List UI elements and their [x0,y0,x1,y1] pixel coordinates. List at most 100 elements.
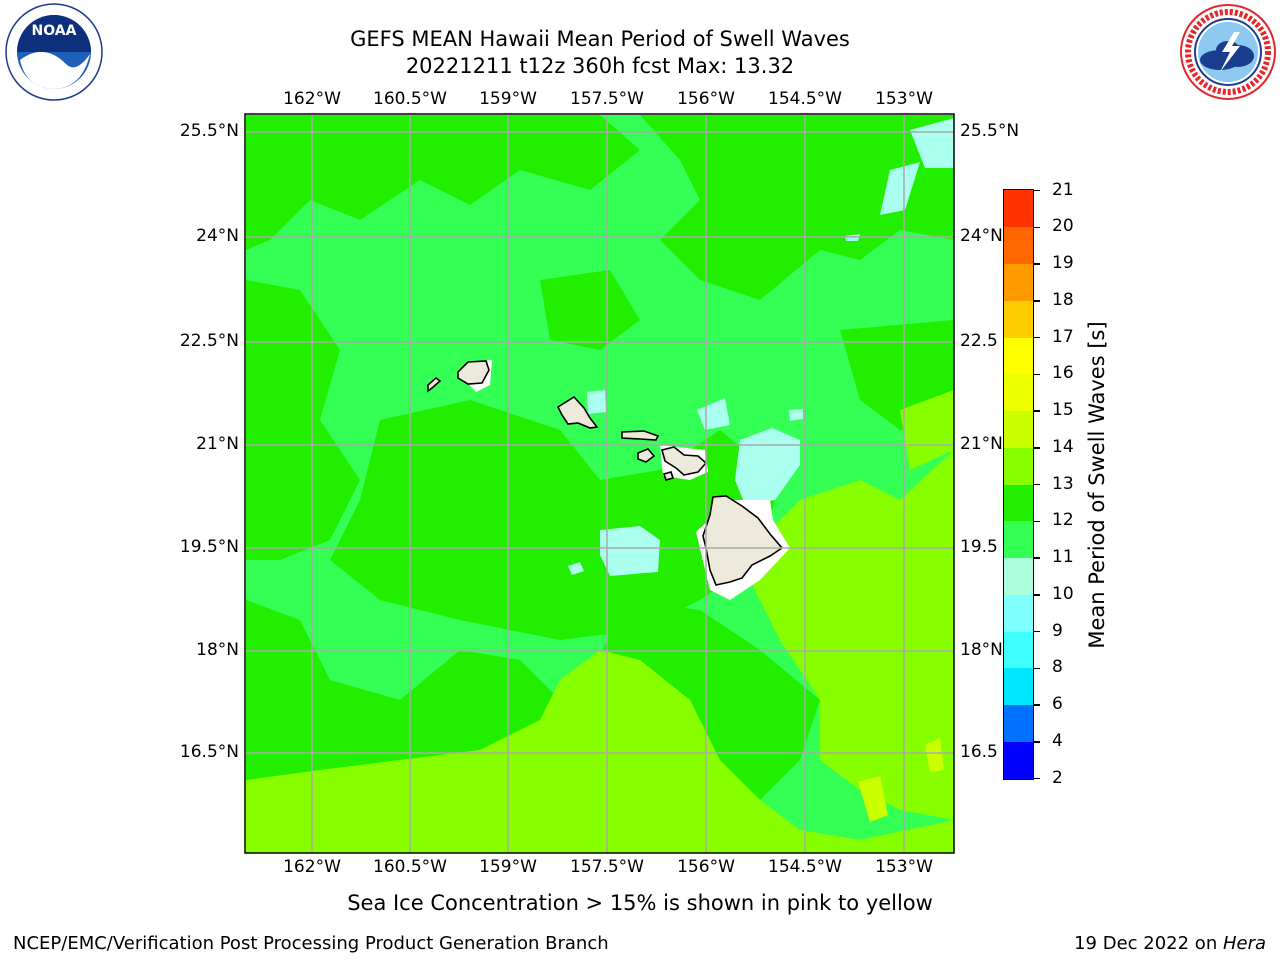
field-11-12s-southeast [600,600,820,800]
lon-tick-bottom: 162°W [283,857,341,877]
colorbar-tick-label: 8 [1052,657,1063,678]
footer-date-text: 19 Dec 2022 on [1074,933,1223,954]
colorbar-tick [1034,483,1040,486]
lat-tick-left: 24°N [196,226,239,246]
sea-ice-note: Sea Ice Concentration > 15% is shown in … [347,891,933,915]
island-kauai [457,360,490,385]
island-molokai [621,430,660,441]
field-11-12s-southwest [246,600,560,790]
lat-tick-right: 21°N [960,434,1003,454]
colorbar-tick-label: 2 [1052,767,1063,788]
lon-tick-bottom: 153°W [875,857,933,877]
colorbar-segment [1004,190,1033,228]
colorbar-tick [1034,226,1040,228]
field-12-13s-southeast [740,450,954,820]
footer-host: Hera [1222,933,1266,954]
island-kahoolawe [662,471,675,481]
colorbar-segment [1004,447,1033,485]
field-9-10s-dot3 [789,409,803,421]
colorbar-tick-label: 14 [1052,436,1074,457]
colorbar-segment [1004,631,1033,669]
footer-branch: NCEP/EMC/Verification Post Processing Pr… [13,933,609,954]
lon-tick-top: 159°W [479,89,537,109]
lat-tick-right: 16.5 [960,742,998,762]
lon-tick-bottom: 157.5°W [570,857,644,877]
footer-date: 19 Dec 2022 on Hera [1074,933,1266,954]
field-13-14s-east-1 [925,738,944,772]
colorbar-segment [1004,410,1033,448]
lat-tick-left: 22.5°N [179,331,239,351]
lon-tick-top: 162°W [283,89,341,109]
colorbar-tick-label: 6 [1052,694,1063,714]
field-9-10s-dot2 [568,562,584,575]
colorbar-tick-label: 20 [1052,216,1074,237]
lat-tick-left: 16.5°N [179,742,239,762]
colorbar-tick [1034,777,1040,780]
lon-tick-bottom: 154.5°W [768,857,842,877]
colorbar-tick-label: 21 [1052,179,1074,200]
colorbar-segment [1004,520,1033,558]
graticule [246,115,954,853]
colorbar-tick [1034,189,1040,192]
lon-tick-top: 154.5°W [768,89,842,109]
colorbar-tick [1034,263,1040,265]
colorbar-tick-label: 12 [1052,510,1074,531]
colorbar-tick [1034,667,1040,669]
noaa-logo-text: NOAA [32,23,77,39]
lat-tick-right: 22.5 [960,331,998,351]
colorbar-tick [1034,557,1040,559]
map-frame [244,113,955,854]
lon-tick-bottom: 160.5°W [373,857,447,877]
map-title-line1: GEFS MEAN Hawaii Mean Period of Swell Wa… [350,27,850,51]
field-9-10s-kauai [587,390,606,414]
lon-tick-top: 156°W [677,89,735,109]
colorbar-tick [1034,594,1040,596]
lat-tick-left: 19.5°N [179,537,239,557]
field-12-13s-south [246,650,954,853]
lat-tick-right: 18°N [960,640,1003,660]
colorbar-segment [1004,373,1033,411]
colorbar-tick [1034,520,1040,522]
colorbar-tick-label: 11 [1052,547,1074,567]
field-12-13s-east [900,390,954,470]
colorbar-tick-label: 9 [1052,620,1063,641]
lon-tick-bottom: 156°W [677,857,735,877]
colorbar-segment [1004,704,1033,742]
lat-tick-left: 25.5°N [179,121,239,141]
colorbar-segment [1004,741,1033,779]
lat-tick-left: 21°N [196,434,239,454]
colorbar-tick [1034,447,1040,449]
field-9-10s-northeast [910,118,954,168]
colorbar [1003,189,1034,780]
colorbar-tick-label: 13 [1052,473,1074,494]
colorbar-tick-label: 17 [1052,326,1074,347]
island-lanai [637,448,656,463]
lat-tick-right: 25.5°N [960,121,1020,141]
nws-logo [1178,2,1278,102]
colorbar-tick-label: 19 [1052,253,1074,273]
island-niihau [427,376,442,393]
colorbar-tick [1034,630,1040,633]
field-11-12s-west [246,280,360,560]
colorbar-segment [1004,263,1033,301]
colorbar-tick [1034,336,1040,339]
field-9-10s-south [600,526,660,576]
colorbar-tick-label: 15 [1052,400,1074,420]
noaa-logo: NOAA [4,2,104,102]
lat-tick-right: 24°N [960,226,1003,246]
island-hawaii [702,495,784,586]
colorbar-title: Mean Period of Swell Waves [s] [1085,321,1109,649]
colorbar-tick [1034,373,1040,375]
colorbar-segment [1004,594,1033,632]
map-title-line2: 20221211 t12z 360h fcst Max: 13.32 [405,54,795,78]
field-11-12s-northeast [640,115,954,300]
colorbar-segment [1004,557,1033,595]
colorbar-tick-label: 10 [1052,583,1074,604]
colorbar-tick [1034,704,1040,706]
colorbar-segment [1004,667,1033,705]
colorbar-segment [1004,484,1033,522]
colorbar-tick-label: 4 [1052,730,1063,751]
island-maui [661,446,708,476]
island-oahu [556,395,599,429]
colorbar-segment [1004,226,1033,264]
